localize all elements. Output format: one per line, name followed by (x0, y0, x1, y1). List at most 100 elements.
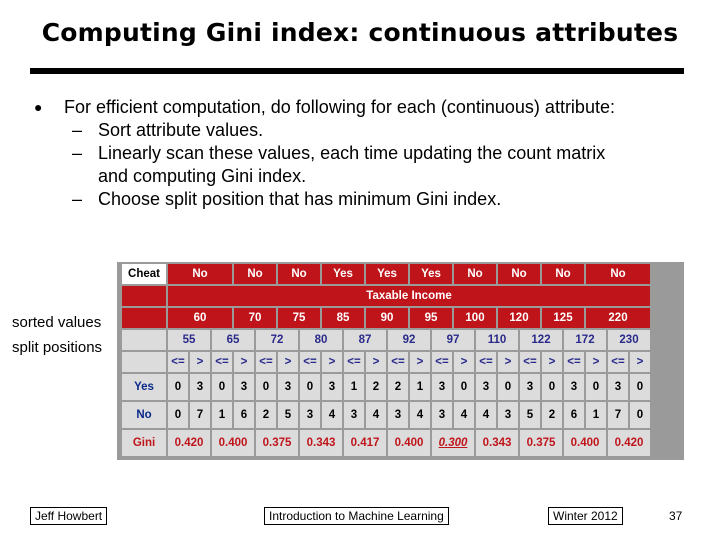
yes-count-le: 1 (344, 374, 364, 400)
no-count-gt: 4 (454, 402, 474, 428)
le-operator: <= (168, 352, 188, 372)
split-position: 97 (432, 330, 474, 350)
le-operator: <= (344, 352, 364, 372)
gt-operator: > (498, 352, 518, 372)
yes-count-le: 0 (212, 374, 232, 400)
split-position: 80 (300, 330, 342, 350)
gini-label: Gini (122, 430, 166, 456)
no-label: No (122, 402, 166, 428)
dash-icon: – (72, 189, 83, 209)
le-operator: <= (212, 352, 232, 372)
no-count-gt: 4 (322, 402, 342, 428)
yes-count-le: 3 (564, 374, 584, 400)
yes-count-gt: 0 (542, 374, 562, 400)
no-count-gt: 7 (190, 402, 210, 428)
yes-count-gt: 0 (630, 374, 650, 400)
sorted-value: 125 (542, 308, 584, 328)
sub-bullet-text: Linearly scan these values, each time up… (98, 143, 606, 163)
footer-author: Jeff Howbert (30, 507, 108, 525)
no-count-gt: 4 (366, 402, 386, 428)
sub-bullet-text: Choose split position that has minimum G… (98, 189, 502, 209)
gini-value: 0.375 (256, 430, 298, 456)
sorted-value: 85 (322, 308, 364, 328)
no-count-le: 6 (564, 402, 584, 428)
split-positions-label: split positions (12, 339, 103, 356)
no-count-gt: 0 (630, 402, 650, 428)
yes-count-gt: 1 (410, 374, 430, 400)
yes-count-le: 3 (520, 374, 540, 400)
gini-value: 0.420 (608, 430, 650, 456)
cheat-value: Yes (410, 264, 452, 284)
yes-count-gt: 3 (278, 374, 298, 400)
gt-operator: > (234, 352, 254, 372)
gini-minimum-value: 0.300 (438, 437, 468, 449)
no-count-le: 3 (344, 402, 364, 428)
cheat-value: No (454, 264, 496, 284)
bullet-text: For efficient computation, do following … (64, 97, 615, 117)
no-count-le: 3 (388, 402, 408, 428)
no-count-le: 3 (300, 402, 320, 428)
cheat-value: No (234, 264, 276, 284)
no-count-le: 7 (608, 402, 628, 428)
gt-operator: > (630, 352, 650, 372)
no-count-gt: 4 (410, 402, 430, 428)
sorted-value: 120 (498, 308, 540, 328)
operator-blank (122, 352, 166, 372)
yes-count-gt: 0 (454, 374, 474, 400)
yes-count-gt: 0 (586, 374, 606, 400)
footer-course-text: Introduction to Machine Learning (264, 507, 449, 525)
sorted-value: 100 (454, 308, 496, 328)
footer-page: 37 (669, 509, 683, 523)
yes-count-le: 3 (476, 374, 496, 400)
gini-value: 0.343 (300, 430, 342, 456)
taxable-income-header: Taxable Income (168, 286, 650, 306)
yes-count-le: 3 (608, 374, 628, 400)
yes-count-le: 3 (432, 374, 452, 400)
split-position: 72 (256, 330, 298, 350)
gini-value: 0.400 (212, 430, 254, 456)
yes-count-gt: 3 (234, 374, 254, 400)
yes-count-gt: 3 (190, 374, 210, 400)
sorted-values-label: sorted values (12, 314, 102, 331)
sorted-value: 90 (366, 308, 408, 328)
gini-value: 0.300 (432, 430, 474, 456)
gini-value: 0.400 (388, 430, 430, 456)
no-count-le: 0 (168, 402, 188, 428)
gini-table: Cheat No No No Yes Yes Yes No No No No Taxable Inco… (120, 262, 652, 458)
le-operator: <= (520, 352, 540, 372)
no-count-gt: 5 (278, 402, 298, 428)
split-position: 172 (564, 330, 606, 350)
gt-operator: > (454, 352, 474, 372)
cheat-value: Yes (322, 264, 364, 284)
dash-icon: – (72, 143, 83, 163)
slide-title: Computing Gini index: continuous attribu… (41, 18, 679, 47)
sorted-value: 75 (278, 308, 320, 328)
yes-label: Yes (122, 374, 166, 400)
le-operator: <= (256, 352, 276, 372)
le-operator: <= (300, 352, 320, 372)
gini-value: 0.343 (476, 430, 518, 456)
no-count-le: 4 (476, 402, 496, 428)
yes-count-le: 2 (388, 374, 408, 400)
footer-course: Introduction to Machine Learning (264, 507, 449, 525)
bullet-marker-icon: ● (34, 99, 43, 115)
footer-term: Winter 2012 (548, 507, 623, 525)
yes-count-le: 0 (168, 374, 188, 400)
yes-count-gt: 0 (498, 374, 518, 400)
gt-operator: > (322, 352, 342, 372)
no-count-gt: 2 (542, 402, 562, 428)
yes-count-le: 0 (300, 374, 320, 400)
gt-operator: > (366, 352, 386, 372)
sorted-values-blank (122, 308, 166, 328)
sorted-value: 60 (168, 308, 232, 328)
cheat-value: No (498, 264, 540, 284)
no-count-gt: 6 (234, 402, 254, 428)
split-position: 230 (608, 330, 650, 350)
sub-bullet-text: and computing Gini index. (98, 166, 307, 186)
split-position: 122 (520, 330, 562, 350)
no-count-le: 2 (256, 402, 276, 428)
yes-count-le: 0 (256, 374, 276, 400)
sub-bullet-text: Sort attribute values. (98, 120, 264, 140)
gini-value: 0.417 (344, 430, 386, 456)
split-positions-blank (122, 330, 166, 350)
